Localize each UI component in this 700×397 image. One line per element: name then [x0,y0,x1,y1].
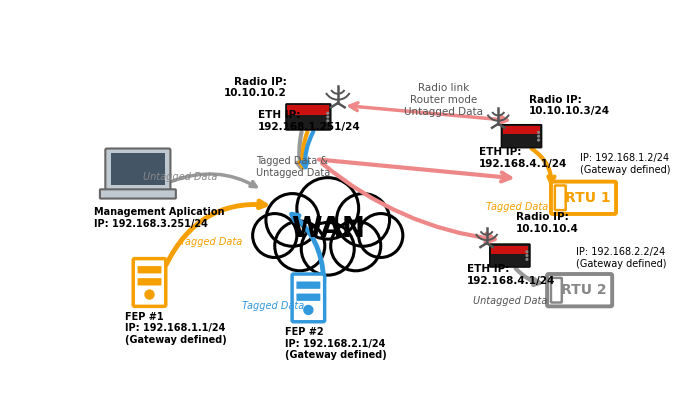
FancyBboxPatch shape [490,244,530,267]
Circle shape [253,214,297,258]
Circle shape [537,131,540,134]
FancyBboxPatch shape [292,274,325,322]
Circle shape [326,116,329,118]
Text: Radio IP:
10.10.10.4: Radio IP: 10.10.10.4 [516,212,579,234]
Circle shape [537,135,540,138]
Text: ETH IP:
192.168.4.1/24: ETH IP: 192.168.4.1/24 [479,147,567,169]
Text: IP: 192.168.1.2/24
(Gateway defined): IP: 192.168.1.2/24 (Gateway defined) [580,153,670,175]
FancyBboxPatch shape [551,278,562,303]
Text: FEP #1
IP: 192.168.1.1/24
(Gateway defined): FEP #1 IP: 192.168.1.1/24 (Gateway defin… [125,312,227,345]
Ellipse shape [272,194,383,263]
Circle shape [326,119,329,122]
Bar [491,245,528,254]
FancyBboxPatch shape [286,104,331,130]
Circle shape [297,177,358,239]
Text: ETH IP:
192.168.4.1/24: ETH IP: 192.168.4.1/24 [468,264,556,285]
Circle shape [337,194,390,246]
Text: Tagged Data &
Untagged Data: Tagged Data & Untagged Data [256,156,330,178]
Circle shape [537,139,540,142]
FancyBboxPatch shape [137,266,162,274]
FancyBboxPatch shape [555,185,566,210]
Text: Untagged Data: Untagged Data [473,296,547,306]
FancyBboxPatch shape [105,148,170,192]
Circle shape [526,254,528,257]
FancyBboxPatch shape [296,281,321,289]
Circle shape [330,221,381,271]
Text: Management Aplication
IP: 192.168.3.251/24: Management Aplication IP: 192.168.3.251/… [94,207,224,229]
Bar [288,105,329,115]
Text: ETH IP:
192.168.1.251/24: ETH IP: 192.168.1.251/24 [258,110,360,131]
Text: Tagged Data: Tagged Data [486,202,549,212]
Circle shape [145,290,154,299]
Circle shape [526,258,528,261]
Circle shape [304,305,313,314]
Text: RTU 1: RTU 1 [566,191,611,205]
FancyBboxPatch shape [137,278,162,285]
Text: FEP #2
IP: 192.168.2.1/24
(Gateway defined): FEP #2 IP: 192.168.2.1/24 (Gateway defin… [285,327,387,360]
Circle shape [526,250,528,253]
Text: Tagged Data: Tagged Data [242,301,304,310]
Bar [111,153,165,185]
Text: Untagged Data: Untagged Data [144,172,218,182]
Text: RTU 2: RTU 2 [561,283,607,297]
Text: Tagged Data: Tagged Data [181,237,243,247]
Circle shape [266,194,319,246]
FancyBboxPatch shape [547,274,612,306]
Text: WAN: WAN [290,215,365,243]
Circle shape [326,112,329,115]
Circle shape [274,221,325,271]
FancyBboxPatch shape [501,125,542,148]
FancyBboxPatch shape [296,293,321,301]
Circle shape [301,222,354,275]
Circle shape [358,214,402,258]
FancyBboxPatch shape [100,189,176,198]
Bar [503,126,540,134]
FancyBboxPatch shape [133,258,166,306]
Text: IP: 192.168.2.2/24
(Gateway defined): IP: 192.168.2.2/24 (Gateway defined) [575,247,666,269]
FancyBboxPatch shape [551,181,616,214]
Text: Radio IP:
10.10.10.2: Radio IP: 10.10.10.2 [224,77,287,98]
Text: Radio IP:
10.10.10.3/24: Radio IP: 10.10.10.3/24 [529,94,610,116]
Text: Radio link
Router mode
Untagged Data: Radio link Router mode Untagged Data [405,83,484,117]
